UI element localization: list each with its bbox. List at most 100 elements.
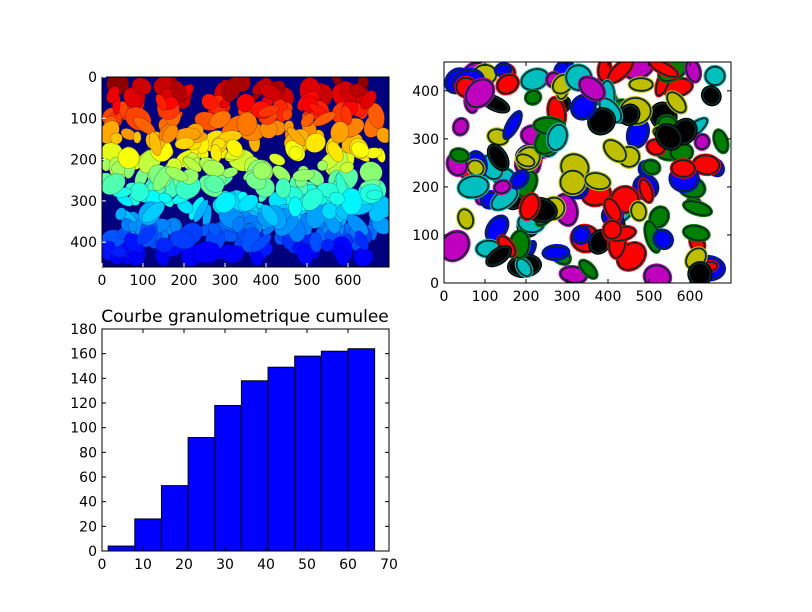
x-tick-label: 300 [554, 289, 581, 305]
ellipse-outline [704, 65, 726, 86]
grain [642, 263, 673, 283]
histogram-bar [347, 348, 376, 552]
ellipse-outline [602, 219, 622, 240]
labels-image-x-ticks: 0 100 200 300 400 500 600 [98, 263, 361, 289]
grain-blob [313, 111, 337, 127]
ellipse-outline [688, 262, 712, 283]
grain-blob [102, 173, 126, 196]
ellipse-outline [542, 245, 570, 260]
grain [605, 62, 635, 85]
grain [587, 107, 617, 136]
ellipse-outline [685, 62, 702, 83]
grain-blob [296, 244, 313, 266]
grain-blob [252, 161, 272, 180]
grain [703, 64, 727, 88]
grain-blob [330, 121, 350, 144]
grain-blob [250, 250, 264, 266]
grain-blob [339, 161, 355, 174]
grain-blob [174, 137, 195, 150]
ellipse-outline [503, 111, 522, 140]
ellipse-outline [486, 245, 511, 267]
grain [456, 174, 491, 200]
y-tick-label: 200 [412, 180, 439, 196]
grain-blob [207, 222, 221, 236]
grain-blob [351, 141, 370, 158]
x-tick-label: 100 [472, 289, 499, 305]
grain-blob [259, 83, 282, 101]
ellipse-outline [579, 259, 598, 279]
histogram-y-ticks: 0 20 40 60 80 100 120 140 160 180 [70, 322, 389, 560]
grain-blob [226, 139, 244, 157]
grain-blob [300, 113, 315, 128]
ellipse-outline [694, 133, 710, 150]
grain-blob [169, 230, 196, 250]
grain-blob [275, 178, 292, 199]
grain-blob [236, 111, 258, 136]
grain-blob [193, 199, 209, 223]
grain-blob [136, 225, 156, 246]
x-tick-label: 60 [339, 557, 357, 573]
histogram-x-ticks: 0 10 20 30 40 50 60 70 [98, 329, 398, 573]
y-tick-label: 80 [79, 445, 97, 461]
ellipse-outline [670, 159, 696, 178]
ellipse-outline [713, 129, 729, 154]
grain-blob [316, 160, 328, 172]
histogram-bar [294, 355, 322, 552]
y-tick-label: 40 [79, 495, 97, 511]
labels-image-y-ticks: 0 100 200 300 400 [70, 70, 106, 251]
grain-blob [110, 132, 123, 145]
ellipse-outline [510, 170, 529, 189]
grain-blob [292, 169, 315, 182]
y-tick-label: 100 [70, 421, 97, 437]
x-tick-label: 30 [216, 557, 234, 573]
grain-blob [288, 196, 303, 217]
grain [602, 196, 623, 223]
grain-blob [320, 238, 335, 252]
ellipse-outline [450, 148, 470, 163]
grain-blob [334, 244, 349, 266]
ellipse-outline [524, 90, 542, 105]
x-tick-label: 500 [294, 273, 321, 289]
ellipse-outline [683, 200, 712, 217]
grain-blob [251, 233, 272, 253]
grain [669, 158, 697, 179]
y-tick-label: 180 [70, 322, 97, 338]
grain-blob [155, 93, 168, 111]
ellipse-outline [487, 144, 509, 171]
histogram-bar [214, 404, 242, 552]
grain-blob [102, 240, 116, 253]
grain-blob [148, 131, 162, 157]
ellipse-outline [546, 123, 568, 151]
labels-image-subplot: 0 100 200 300 400 500 600 0 100 200 300 400 [70, 70, 390, 289]
ellipse-outline [572, 226, 591, 244]
grain-blob [287, 127, 306, 146]
grain-blob [305, 132, 326, 153]
grain-blob [214, 191, 237, 214]
x-tick-label: 0 [98, 273, 107, 289]
grain-blob [355, 230, 369, 251]
y-tick-label: 200 [70, 153, 97, 169]
labels-image-frame [101, 76, 390, 268]
grain [502, 110, 523, 141]
ellipse-outline [648, 62, 679, 78]
grain-blob [260, 204, 279, 227]
x-tick-label: 200 [171, 273, 198, 289]
x-tick-label: 400 [253, 273, 280, 289]
grain [570, 93, 597, 121]
y-tick-label: 100 [412, 228, 439, 244]
ellipse-outline [628, 77, 654, 92]
histogram-bar [160, 485, 189, 552]
x-tick-label: 0 [98, 557, 107, 573]
x-tick-label: 70 [380, 557, 398, 573]
grain [486, 143, 510, 172]
ellipse-outline [603, 139, 627, 163]
y-tick-label: 20 [79, 519, 97, 535]
grain-blob [257, 104, 280, 118]
grain-blob [117, 147, 140, 169]
grain [578, 258, 599, 280]
ellipse-outline [702, 86, 721, 106]
grain-blob [129, 182, 150, 202]
grain-blob [170, 80, 187, 103]
grain-blob [141, 201, 166, 223]
